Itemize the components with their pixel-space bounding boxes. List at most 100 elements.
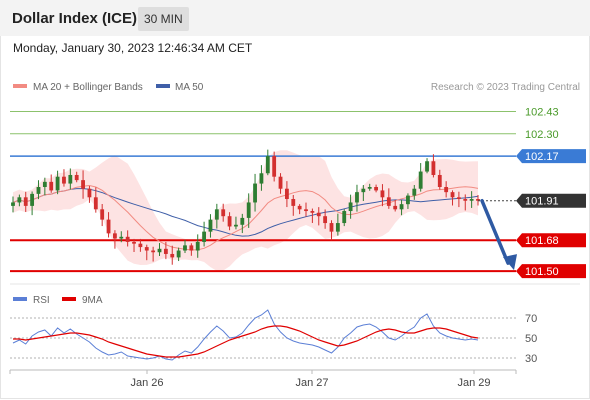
- candle-body: [93, 197, 98, 210]
- candle-body: [399, 204, 404, 210]
- candle-body: [23, 197, 28, 206]
- candle-body: [176, 250, 181, 258]
- candle-body: [68, 174, 73, 184]
- candle-body: [195, 241, 200, 251]
- candle-body: [469, 199, 474, 201]
- level-label-101.68: 101.68: [525, 235, 559, 247]
- candle-body: [119, 236, 124, 239]
- level-tag-101.68: [516, 233, 586, 248]
- candle-body: [246, 202, 251, 218]
- candle-body: [55, 176, 60, 191]
- candle-body: [323, 216, 328, 224]
- main-plot: 102.43 102.30 102.17 101.68 101.50 101.91: [10, 106, 586, 279]
- candle-body: [304, 209, 308, 212]
- candle-body: [17, 197, 22, 203]
- candle-body: [412, 188, 417, 196]
- candle-body: [450, 192, 455, 198]
- candle-body: [170, 253, 175, 258]
- ma20-legend-label: MA 20 + Bollinger Bands: [33, 82, 143, 93]
- candle-body: [62, 176, 66, 184]
- candle-body: [342, 211, 347, 224]
- x-tick-label: Jan 27: [295, 377, 328, 389]
- ma20-legend-swatch: [13, 84, 27, 88]
- candle-body: [113, 233, 117, 239]
- candle-body: [189, 245, 194, 251]
- instrument-title: Dollar Index (ICE): [12, 10, 138, 27]
- candle-body: [329, 223, 334, 232]
- rsi-ma-line: [13, 325, 479, 358]
- x-axis: Jan 26 Jan 27 Jan 29: [9, 370, 517, 389]
- candle-body: [374, 187, 378, 191]
- candle-body: [463, 199, 468, 201]
- rsi-legend-label: RSI: [33, 295, 50, 306]
- forecast-arrow-shaft: [480, 198, 510, 265]
- credit-text: Research © 2023 Trading Central: [431, 82, 580, 93]
- candle-body: [11, 202, 15, 206]
- candle-body: [386, 197, 391, 206]
- candle-body: [437, 174, 442, 187]
- last-price-tag: [516, 193, 586, 208]
- candle-body: [348, 202, 353, 212]
- candle-body: [431, 161, 436, 175]
- rsi-ma-legend-swatch: [62, 297, 76, 301]
- candle-body: [444, 187, 449, 193]
- candle-body: [297, 205, 302, 210]
- forecast-arrow-head: [503, 254, 517, 271]
- candle-body: [393, 205, 398, 210]
- x-tick-label: Jan 26: [130, 377, 163, 389]
- ma50-legend-swatch: [156, 84, 170, 88]
- candle-body: [380, 190, 385, 198]
- candle-body: [335, 223, 340, 232]
- candle-body: [310, 211, 315, 213]
- level-label-102.43: 102.43: [525, 106, 559, 118]
- candle-body: [476, 199, 480, 201]
- candle-body: [30, 193, 35, 206]
- candle-body: [367, 187, 372, 189]
- candle-body: [74, 174, 79, 181]
- candle-body: [144, 247, 149, 251]
- candle-body: [42, 181, 47, 187]
- candle-body: [316, 212, 321, 217]
- rsi-tick-30: 30: [525, 353, 537, 365]
- candle-body: [278, 176, 283, 189]
- candle-body: [100, 209, 105, 220]
- candle-body: [132, 241, 136, 244]
- candle-body: [138, 243, 143, 248]
- rsi-plot: 70 50 30: [10, 309, 537, 365]
- candle-body: [291, 199, 296, 206]
- rsi-line: [12, 309, 479, 361]
- candle-body: [234, 224, 238, 227]
- candle-body: [361, 188, 366, 193]
- rsi-legend-swatch: [13, 297, 27, 301]
- candle-body: [151, 250, 156, 253]
- candle-body: [265, 156, 270, 174]
- candle-body: [284, 188, 289, 200]
- level-label-102.30: 102.30: [525, 129, 559, 141]
- level-label-102.17: 102.17: [525, 151, 559, 163]
- candle-body: [202, 231, 207, 242]
- candle-body: [240, 217, 245, 225]
- candle-body: [49, 181, 54, 191]
- candle-body: [227, 216, 232, 227]
- x-tick-label: Jan 29: [457, 377, 490, 389]
- interval-button[interactable]: 30 MIN: [138, 7, 189, 31]
- candle-body: [106, 219, 111, 234]
- candle-body: [418, 171, 423, 189]
- level-label-101.50: 101.50: [525, 266, 559, 278]
- rsi-tick-70: 70: [525, 313, 537, 325]
- ma50-legend-label: MA 50: [175, 82, 204, 93]
- candle-body: [425, 161, 429, 172]
- chart-header: Dollar Index (ICE) 30 MIN: [0, 0, 590, 36]
- candle-body: [183, 245, 187, 251]
- candle-body: [81, 180, 85, 189]
- level-tag-101.50: [516, 264, 586, 279]
- candle-body: [87, 188, 92, 198]
- ma20-line: [12, 184, 479, 251]
- candle-body: [406, 195, 410, 205]
- candle-body: [157, 248, 162, 253]
- candle-body: [214, 209, 219, 220]
- candle-body: [253, 183, 257, 203]
- candle-body: [272, 156, 277, 177]
- bollinger-band: [13, 150, 478, 271]
